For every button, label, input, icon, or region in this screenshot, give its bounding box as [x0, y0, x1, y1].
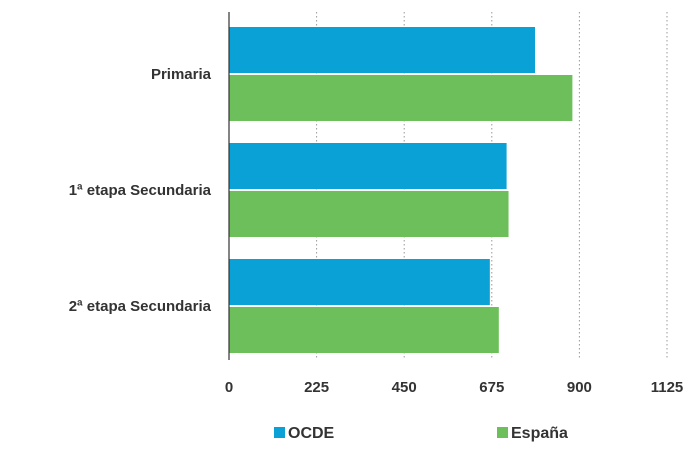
category-label: Primaria: [151, 66, 212, 83]
x-tick-label: 900: [567, 379, 592, 396]
bar-espana: [229, 191, 509, 237]
labels-layer: 0 225 450 675 900 1125 Primaria 1ª etapa Secund…: [69, 66, 684, 396]
legend-swatch-ocde: [274, 427, 285, 438]
x-tick-label: 675: [479, 379, 504, 396]
x-tick-label: 225: [304, 379, 329, 396]
bar-ocde: [229, 27, 536, 73]
legend: OCDE España: [274, 425, 568, 442]
x-tick-label: 0: [225, 379, 233, 396]
legend-label-ocde: OCDE: [288, 425, 335, 442]
bar-ocde: [229, 143, 507, 189]
category-label: 2ª etapa Secundaria: [69, 298, 212, 315]
bar-ocde: [229, 259, 490, 305]
bar-espana: [229, 307, 499, 353]
x-tick-label: 450: [392, 379, 417, 396]
bars-layer: [229, 27, 573, 353]
legend-label-espana: España: [511, 425, 568, 442]
x-tick-label: 1125: [651, 379, 684, 396]
legend-swatch-espana: [497, 427, 508, 438]
bar-espana: [229, 75, 573, 121]
category-label: 1ª etapa Secundaria: [69, 182, 212, 199]
